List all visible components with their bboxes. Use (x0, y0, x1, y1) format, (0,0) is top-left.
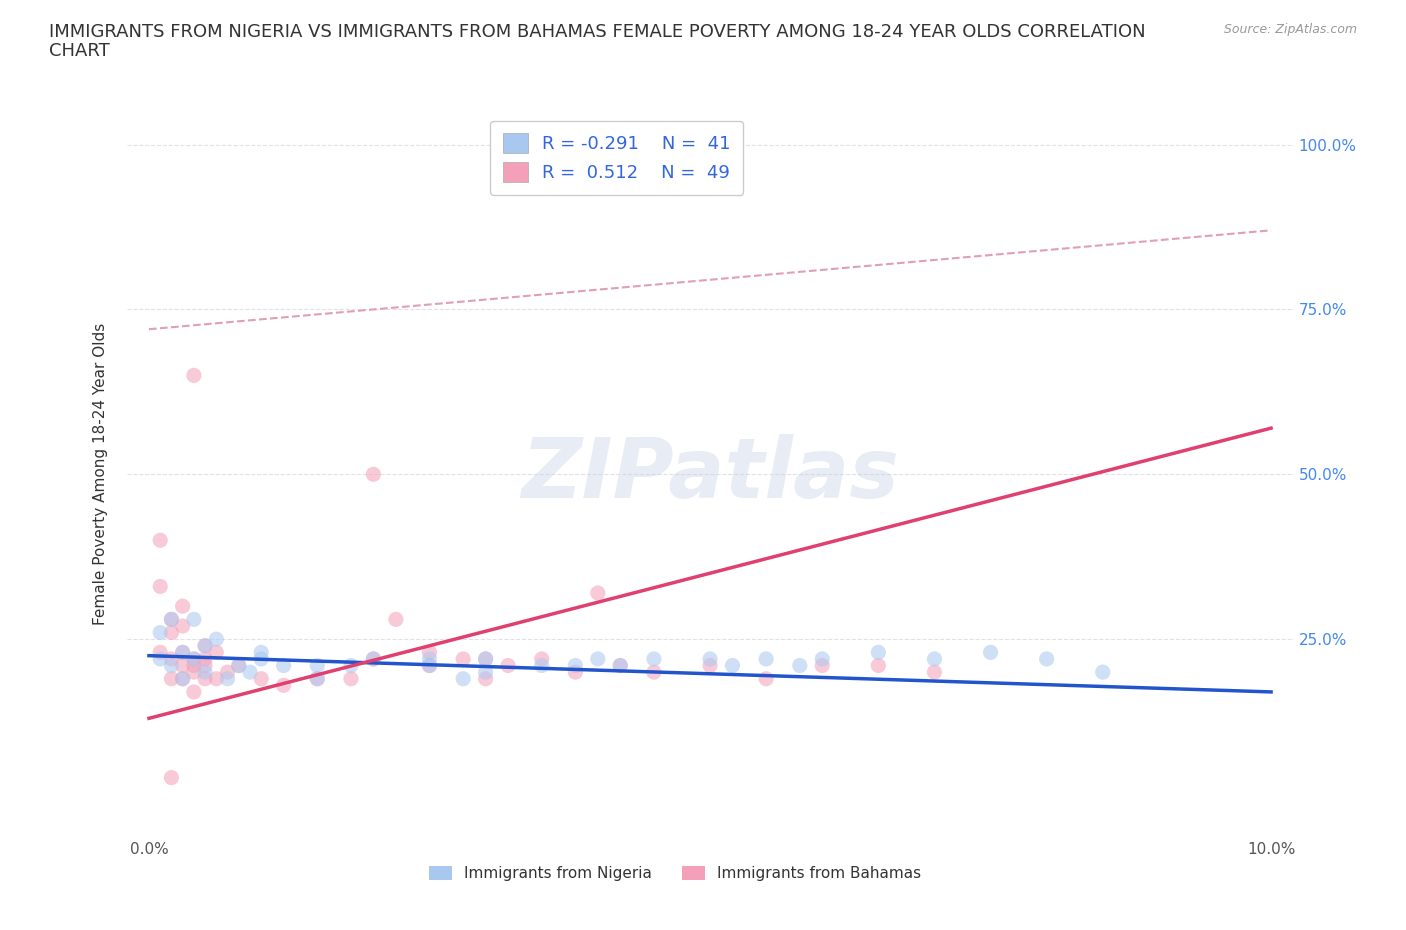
Point (474, 652, 496, 667)
Text: IMMIGRANTS FROM NIGERIA VS IMMIGRANTS FROM BAHAMAS FEMALE POVERTY AMONG 18-24 YE: IMMIGRANTS FROM NIGERIA VS IMMIGRANTS FR… (49, 23, 1146, 41)
Point (564, 665, 586, 680)
Point (160, 770, 183, 785)
Point (183, 652, 205, 667)
Point (250, 652, 273, 667)
Point (609, 658, 631, 673)
Point (924, 665, 946, 680)
Point (530, 652, 553, 667)
Point (474, 671, 496, 686)
Point (273, 678, 295, 693)
Point (183, 612, 205, 627)
Point (811, 652, 834, 667)
Point (307, 671, 329, 686)
Point (172, 658, 194, 673)
Point (183, 684, 205, 699)
Point (273, 658, 295, 673)
Point (363, 467, 385, 482)
Point (586, 586, 609, 601)
Point (160, 612, 183, 627)
Point (418, 644, 440, 659)
Point (228, 658, 250, 673)
Point (307, 658, 329, 673)
Point (194, 638, 217, 653)
Point (418, 652, 440, 667)
Point (789, 658, 811, 673)
Point (340, 671, 363, 686)
Point (474, 665, 496, 680)
Point (149, 625, 172, 640)
Point (172, 618, 194, 633)
Point (474, 652, 496, 667)
Point (205, 671, 228, 686)
Point (643, 652, 665, 667)
Point (1035, 652, 1057, 667)
Point (924, 652, 946, 667)
Point (172, 599, 194, 614)
Point (811, 658, 834, 673)
Point (721, 658, 744, 673)
Point (643, 665, 665, 680)
Point (172, 644, 194, 659)
Point (149, 644, 172, 659)
Point (217, 665, 239, 680)
Point (868, 644, 890, 659)
Point (564, 658, 586, 673)
Point (194, 665, 217, 680)
Text: CHART: CHART (49, 42, 110, 60)
Point (699, 652, 721, 667)
Point (160, 612, 183, 627)
Point (340, 658, 363, 673)
Point (1091, 665, 1114, 680)
Point (755, 671, 778, 686)
Point (205, 631, 228, 646)
Point (149, 579, 172, 594)
Point (496, 658, 519, 673)
Text: ZIPatlas: ZIPatlas (522, 433, 898, 515)
Point (363, 652, 385, 667)
Point (183, 652, 205, 667)
Point (205, 644, 228, 659)
Point (755, 652, 778, 667)
Point (228, 658, 250, 673)
Point (307, 671, 329, 686)
Point (160, 658, 183, 673)
Point (385, 612, 408, 627)
Point (149, 533, 172, 548)
Point (217, 671, 239, 686)
Point (451, 652, 474, 667)
Point (183, 368, 205, 383)
Point (418, 658, 440, 673)
Point (172, 671, 194, 686)
Point (250, 671, 273, 686)
Y-axis label: Female Poverty Among 18-24 Year Olds: Female Poverty Among 18-24 Year Olds (93, 324, 108, 626)
Point (239, 665, 262, 680)
Point (160, 625, 183, 640)
Point (194, 652, 217, 667)
Point (160, 671, 183, 686)
Point (250, 644, 273, 659)
Point (183, 658, 205, 673)
Point (194, 658, 217, 673)
Point (183, 665, 205, 680)
Point (868, 658, 890, 673)
Point (586, 652, 609, 667)
Point (172, 644, 194, 659)
Point (980, 644, 1002, 659)
Point (194, 671, 217, 686)
Point (609, 658, 631, 673)
Point (160, 652, 183, 667)
Point (451, 671, 474, 686)
Text: Source: ZipAtlas.com: Source: ZipAtlas.com (1223, 23, 1357, 36)
Point (149, 652, 172, 667)
Point (530, 658, 553, 673)
Legend: Immigrants from Nigeria, Immigrants from Bahamas: Immigrants from Nigeria, Immigrants from… (422, 860, 928, 887)
Point (172, 671, 194, 686)
Point (418, 658, 440, 673)
Point (699, 658, 721, 673)
Point (363, 652, 385, 667)
Point (194, 638, 217, 653)
